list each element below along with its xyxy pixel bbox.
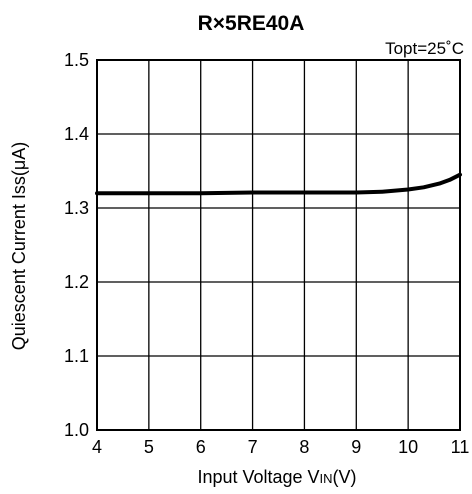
condition-label: Topt=25˚C — [385, 39, 464, 58]
x-tick-label: 4 — [92, 437, 102, 457]
x-tick-label: 8 — [299, 437, 309, 457]
x-axis-label-main: Input Voltage V — [197, 467, 319, 487]
y-tick-labels: 1.0 1.1 1.2 1.3 1.4 1.5 — [64, 50, 89, 440]
x-tick-label: 7 — [248, 437, 258, 457]
plot-frame — [96, 59, 461, 431]
y-tick-label: 1.2 — [64, 272, 89, 292]
chart-title: R×5RE40A — [198, 12, 305, 35]
y-tick-label: 1.0 — [64, 420, 89, 440]
x-axis-label-sub: IN — [320, 471, 333, 486]
y-axis-label: Quiescent Current Iss(μA) — [9, 142, 29, 350]
x-tick-label: 11 — [451, 437, 470, 457]
x-tick-label: 10 — [398, 437, 418, 457]
y-tick-label: 1.1 — [64, 346, 89, 366]
series-line — [95, 172, 462, 196]
y-tick-label: 1.5 — [64, 50, 89, 70]
y-tick-label: 1.4 — [64, 124, 89, 144]
x-axis-label: Input Voltage VIN(V) — [197, 467, 356, 487]
grid-lines — [97, 60, 460, 430]
x-tick-label: 6 — [196, 437, 206, 457]
y-tick-label: 1.3 — [64, 198, 89, 218]
x-axis-label-unit: (V) — [333, 467, 357, 487]
x-tick-label: 5 — [144, 437, 154, 457]
x-tick-label: 9 — [351, 437, 361, 457]
x-tick-labels: 4 5 6 7 8 9 10 11 — [92, 437, 469, 457]
